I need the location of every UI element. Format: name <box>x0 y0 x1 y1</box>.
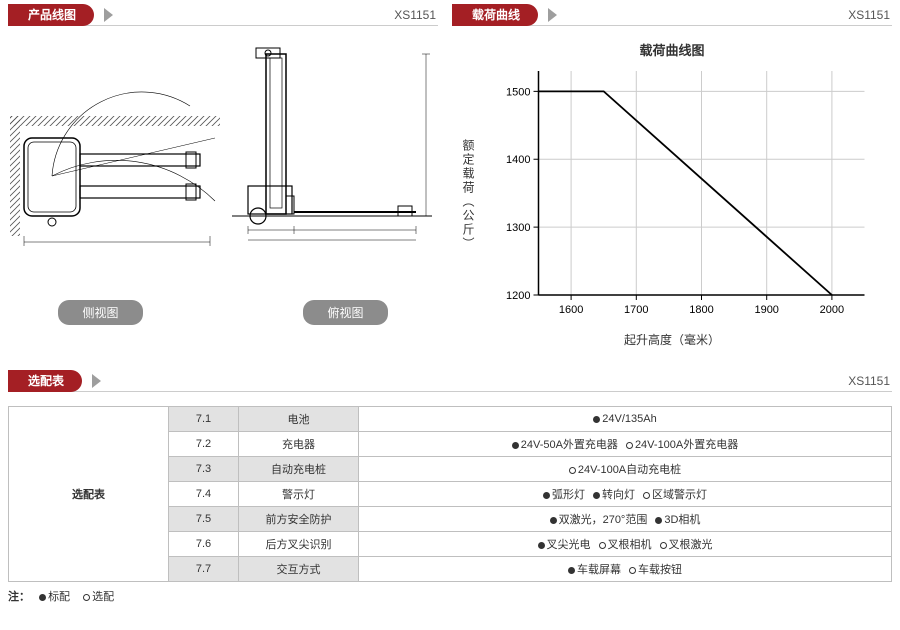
option-name: 前方安全防护 <box>239 507 359 532</box>
chevron-right-icon <box>548 8 557 22</box>
standard-icon <box>655 517 662 524</box>
drawing-labels: 侧视图 俯视图 <box>8 300 438 325</box>
svg-text:1900: 1900 <box>754 304 778 316</box>
option-number: 7.2 <box>169 432 239 457</box>
section-header-options: 选配表 XS1151 <box>8 370 892 392</box>
legend-optional: 选配 <box>92 591 114 603</box>
drawing-side-view <box>10 36 220 256</box>
optional-icon <box>569 467 576 474</box>
chart-y-axis-label: 额定载荷（公斤） <box>456 139 481 251</box>
option-name: 后方叉尖识别 <box>239 532 359 557</box>
legend-standard: 标配 <box>48 591 70 603</box>
standard-icon <box>512 442 519 449</box>
standard-icon <box>568 567 575 574</box>
optional-icon <box>660 542 667 549</box>
option-number: 7.5 <box>169 507 239 532</box>
svg-text:1400: 1400 <box>506 154 530 166</box>
standard-icon <box>593 416 600 423</box>
model-code: XS1151 <box>848 374 892 388</box>
option-name: 交互方式 <box>239 557 359 582</box>
option-name: 警示灯 <box>239 482 359 507</box>
option-value: 双激光，270°范围3D相机 <box>359 507 892 532</box>
chevron-right-icon <box>104 8 113 22</box>
svg-text:1500: 1500 <box>506 86 530 98</box>
legend-prefix: 注： <box>8 591 30 603</box>
option-number: 7.7 <box>169 557 239 582</box>
svg-text:1700: 1700 <box>624 304 648 316</box>
model-code: XS1151 <box>394 8 438 22</box>
section-title: 载荷曲线 <box>452 4 538 26</box>
option-value: 车载屏幕车载按钮 <box>359 557 892 582</box>
optional-icon <box>599 542 606 549</box>
section-title: 选配表 <box>8 370 82 392</box>
option-name: 电池 <box>239 407 359 432</box>
svg-text:1600: 1600 <box>559 304 583 316</box>
option-name: 充电器 <box>239 432 359 457</box>
optional-icon <box>629 567 636 574</box>
label-top-view: 俯视图 <box>303 300 387 325</box>
legend-standard-icon <box>39 594 46 601</box>
standard-icon <box>593 492 600 499</box>
chevron-right-icon <box>92 374 101 388</box>
table-row: 选配表7.1电池24V/135Ah <box>9 407 892 432</box>
option-value: 24V-100A自动充电桩 <box>359 457 892 482</box>
option-number: 7.3 <box>169 457 239 482</box>
option-value: 24V/135Ah <box>359 407 892 432</box>
option-number: 7.4 <box>169 482 239 507</box>
drawing-top-view <box>226 36 436 256</box>
option-value: 弧形灯转向灯区域警示灯 <box>359 482 892 507</box>
svg-text:1300: 1300 <box>506 222 530 234</box>
options-table: 选配表7.1电池24V/135Ah7.2充电器24V-50A外置充电器24V-1… <box>8 406 892 582</box>
optional-icon <box>626 442 633 449</box>
model-code: XS1151 <box>848 8 892 22</box>
options-row-header: 选配表 <box>9 407 169 582</box>
product-drawings <box>8 36 438 256</box>
optional-icon <box>643 492 650 499</box>
section-header-curve: 载荷曲线 XS1151 <box>452 4 892 26</box>
standard-icon <box>550 517 557 524</box>
standard-icon <box>543 492 550 499</box>
svg-text:1800: 1800 <box>689 304 713 316</box>
option-value: 24V-50A外置充电器24V-100A外置充电器 <box>359 432 892 457</box>
section-header-drawing: 产品线图 XS1151 <box>8 4 438 26</box>
svg-text:2000: 2000 <box>820 304 844 316</box>
legend-optional-icon <box>83 594 90 601</box>
svg-text:1200: 1200 <box>506 290 530 302</box>
load-curve-chart: 载荷曲线图 额定载荷（公斤） 1600 1700 1800 1900 2000 1200 1… <box>452 36 892 352</box>
table-legend: 注： 标配 选配 <box>8 588 892 604</box>
standard-icon <box>538 542 545 549</box>
section-title: 产品线图 <box>8 4 94 26</box>
label-side-view: 侧视图 <box>58 300 142 325</box>
option-number: 7.1 <box>169 407 239 432</box>
option-name: 自动充电桩 <box>239 457 359 482</box>
option-number: 7.6 <box>169 532 239 557</box>
chart-title: 载荷曲线图 <box>456 40 888 59</box>
chart-x-axis-label: 起升高度（毫米） <box>456 331 888 348</box>
option-value: 叉尖光电叉根相机叉根激光 <box>359 532 892 557</box>
